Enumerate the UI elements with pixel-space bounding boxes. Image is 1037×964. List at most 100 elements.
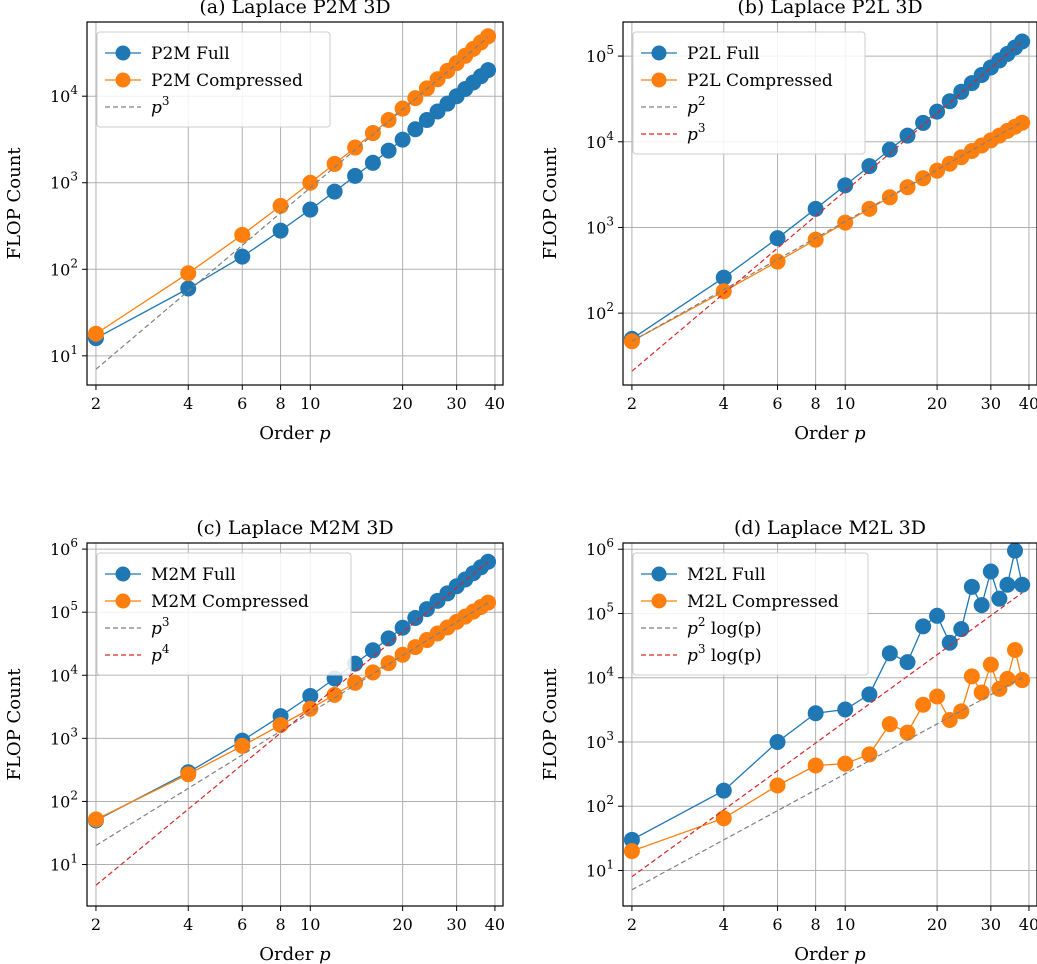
legend-label: p3 [151,94,170,118]
legend-label: P2M Full [151,44,230,64]
chart-panel-2: 2 4 6 8 10 20 30 40 102 103 104 105 (b) Laplace P2L … [540,0,1037,444]
data-point [1007,642,1024,659]
data-point [302,700,319,717]
legend-label: M2M Compressed [151,592,309,612]
legend [96,31,331,128]
x-tick-label: 6 [237,915,247,934]
x-tick-label: 30 [981,394,1001,413]
x-axis-label: Order p [794,423,866,444]
data-point [380,112,397,129]
data-point [623,843,640,860]
data-point [881,189,898,206]
data-point [881,645,898,662]
data-point [861,158,878,175]
data-point [234,248,251,265]
y-tick-label: 103 [586,729,614,752]
legend [96,552,352,676]
chart-panel-3: 2 4 6 8 10 20 30 40 101 102 103 104 105 106 (c) Laplac… [4,517,505,964]
data-point [347,674,364,691]
data-point [302,201,319,218]
y-tick-label: 105 [50,599,78,622]
legend-marker [115,593,131,609]
data-point [963,578,980,595]
x-tick-label: 20 [392,394,412,413]
data-point [899,127,916,144]
x-tick-label: 4 [719,394,729,413]
data-point [1007,542,1024,559]
x-tick-label: 6 [772,915,782,934]
data-point [941,93,958,110]
x-tick-label: 8 [275,394,285,413]
y-axis-label: FLOP Count [4,147,25,260]
x-tick-label: 8 [811,394,821,413]
y-tick-label: 103 [50,725,78,748]
y-tick-label: 104 [50,662,78,685]
series-line-2 [631,649,1023,852]
x-tick-label: 40 [485,915,505,934]
legend-label: P2L Compressed [687,71,833,91]
legend-marker [115,566,131,582]
data-point [941,634,958,651]
data-point [234,226,251,243]
x-tick-label: 10 [835,394,855,413]
legend-label: M2L Full [687,565,766,585]
data-point [769,777,786,794]
x-tick-label: 20 [927,915,947,934]
x-tick-label: 30 [446,394,466,413]
data-point [715,269,732,286]
legend-marker [651,593,667,609]
data-point [380,142,397,159]
axes-frame [86,542,504,907]
x-tick-label: 8 [811,915,821,934]
data-point [837,177,854,194]
x-tick-label: 20 [927,394,947,413]
x-tick-label: 20 [392,915,412,934]
x-tick-label: 30 [446,915,466,934]
x-tick-label: 40 [1019,394,1037,413]
series-line-3 [631,121,1023,342]
axes-frame [622,21,1037,386]
data-point [715,782,732,799]
data-point [623,333,640,350]
data-point [861,686,878,703]
legend-label: P2M Compressed [151,71,303,91]
data-point [999,670,1016,687]
data-point [364,664,381,681]
data-point [929,607,946,624]
legend-marker [115,45,131,61]
x-tick-label: 4 [719,915,729,934]
data-point [973,684,990,701]
data-point [915,170,932,187]
x-tick-label: 2 [91,394,101,413]
data-point [418,601,435,618]
y-axis-label: FLOP Count [540,668,561,781]
x-tick-label: 6 [237,394,247,413]
legend [632,31,866,155]
data-point [1014,33,1031,50]
y-tick-label: 102 [586,300,614,323]
data-point [326,686,343,703]
data-point [418,112,435,129]
y-tick-label: 105 [586,43,614,66]
data-point [899,179,916,196]
y-axis-label: FLOP Count [4,668,25,781]
data-point [881,141,898,158]
data-point [953,703,970,720]
legend-marker [651,566,667,582]
data-point [480,28,497,45]
y-tick-label: 106 [50,536,78,559]
axes-frame [622,542,1037,907]
x-tick-label: 2 [627,915,637,934]
series-line-4 [631,41,1023,372]
data-point [929,103,946,120]
data-point [1014,672,1031,689]
y-axis-label: FLOP Count [540,147,561,260]
series-line-4 [631,592,1023,878]
legend-label: p3 [151,615,170,639]
series-line-3 [95,602,489,847]
data-point [915,696,932,713]
data-point [991,590,1008,607]
data-point [929,162,946,179]
chart-title: (b) Laplace P2L 3D [737,0,922,18]
data-point [394,131,411,148]
